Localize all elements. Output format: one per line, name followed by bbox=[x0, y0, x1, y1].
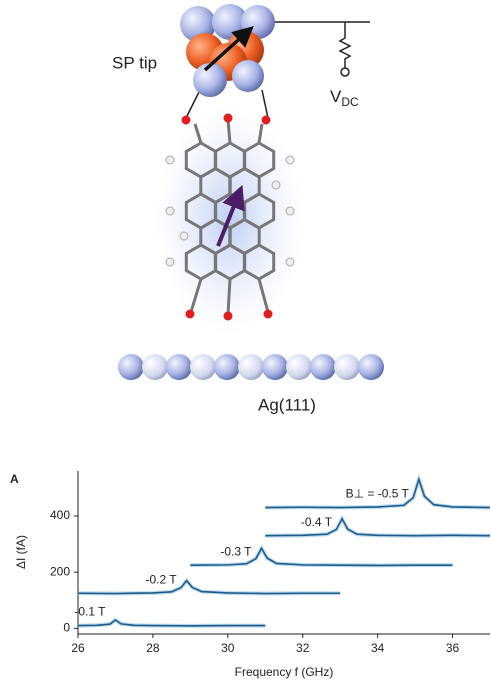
chart: A Frequency f (GHz) ΔI (fA) 0 200 400 26 28 3… bbox=[10, 471, 491, 679]
voltage-symbol: V bbox=[330, 87, 342, 106]
substrate-label: Ag(111) bbox=[258, 395, 316, 414]
spectrum-line bbox=[77, 579, 341, 595]
spectrum-line bbox=[190, 546, 453, 567]
y-axis-label: ΔI (fA) bbox=[14, 535, 28, 569]
voltage-subscript: DC bbox=[341, 95, 359, 109]
x-tick-label: 34 bbox=[371, 641, 385, 655]
y-tick-label: 0 bbox=[63, 621, 70, 635]
tip-atoms bbox=[180, 4, 275, 97]
molecule bbox=[165, 113, 295, 321]
x-axis-label: Frequency f (GHz) bbox=[235, 665, 334, 679]
y-tick-label: 400 bbox=[50, 508, 70, 522]
panel-label: A bbox=[10, 472, 19, 486]
terminal bbox=[340, 67, 350, 77]
x-tick-label: 28 bbox=[146, 641, 160, 655]
spectrum-line bbox=[265, 476, 491, 509]
circuit-wire bbox=[258, 21, 370, 68]
series-label: -0.4 T bbox=[301, 515, 333, 529]
series-label: B⊥ = -0.5 T bbox=[346, 487, 410, 501]
spectrum-line bbox=[265, 517, 491, 537]
x-tick-label: 36 bbox=[446, 641, 460, 655]
substrate-atoms bbox=[118, 354, 384, 380]
spectrum-line bbox=[77, 618, 266, 627]
voltage-label: VDC bbox=[330, 87, 359, 109]
x-tick-label: 26 bbox=[71, 641, 85, 655]
tip-label: SP tip bbox=[112, 53, 157, 72]
spectrum-noise bbox=[265, 514, 491, 538]
diagram: SP tip VDC Ag(111) bbox=[112, 4, 384, 414]
series-label: -0.3 T bbox=[220, 544, 252, 558]
y-tick-label: 200 bbox=[50, 564, 70, 578]
x-tick-label: 32 bbox=[296, 641, 310, 655]
bond-lines bbox=[185, 89, 269, 119]
x-tick-label: 30 bbox=[221, 641, 235, 655]
series-label: -0.1 T bbox=[74, 605, 106, 619]
series-label: -0.2 T bbox=[145, 572, 177, 586]
